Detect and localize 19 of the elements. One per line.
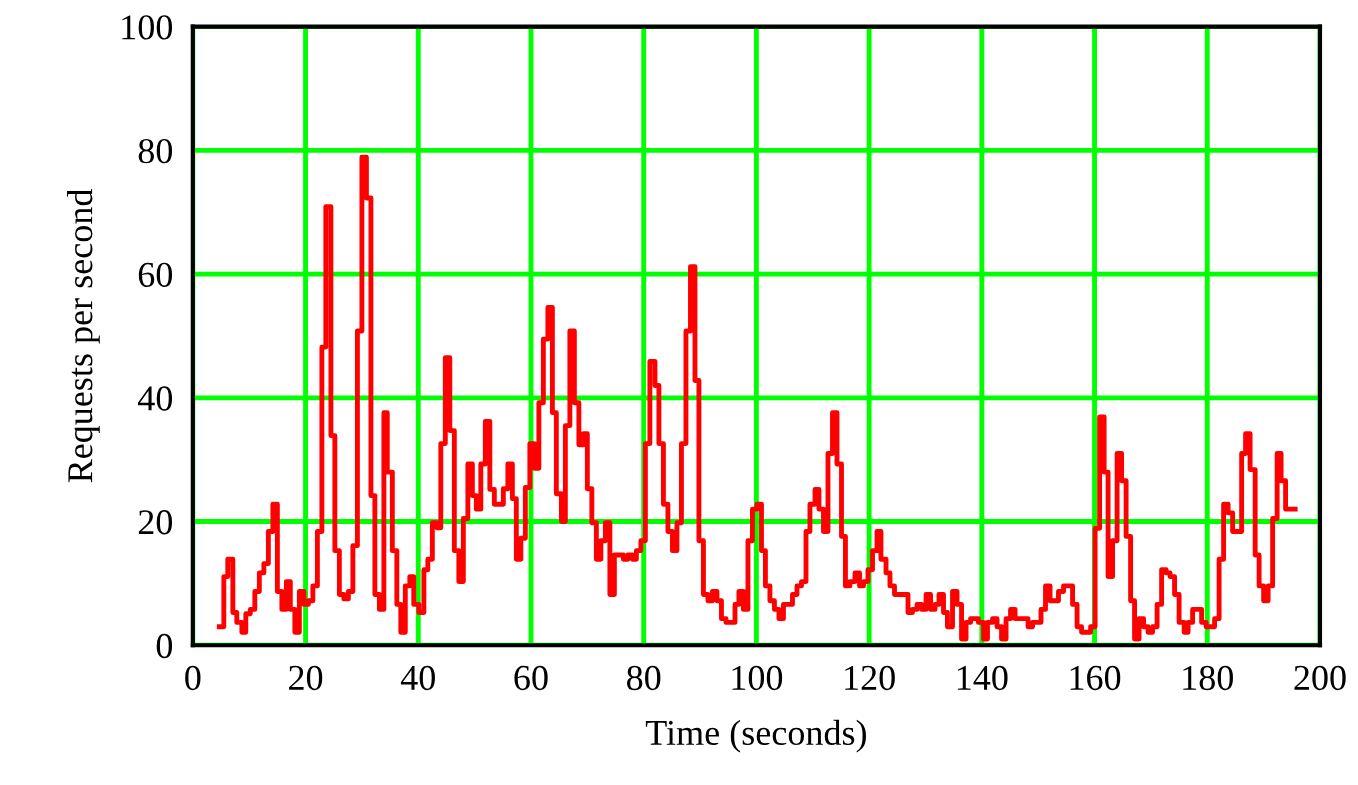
y-tick-label: 0 [156,633,173,659]
x-tick-label: 40 [400,665,435,691]
y-tick-label: 100 [122,15,173,40]
x-tick-label: 20 [289,665,323,691]
x-tick-label: 0 [185,665,201,691]
y-tick-label: 20 [138,510,173,535]
y-axis-title: Requests per second [67,189,100,483]
x-tick-label: 120 [845,665,895,691]
x-tick-label: 60 [514,665,548,691]
x-tick-label: 160 [1070,665,1121,691]
x-axis-title: Time (seconds) [645,719,866,753]
y-tick-label: 80 [138,138,173,164]
x-tick-label: 180 [1183,665,1233,691]
x-tick-label: 140 [957,665,1008,691]
y-tick-label: 60 [138,262,173,288]
x-tick-label: 80 [627,665,661,691]
y-tick-label: 40 [137,386,173,411]
x-tick-label: 200 [1294,665,1346,691]
x-tick-label: 100 [732,665,783,691]
